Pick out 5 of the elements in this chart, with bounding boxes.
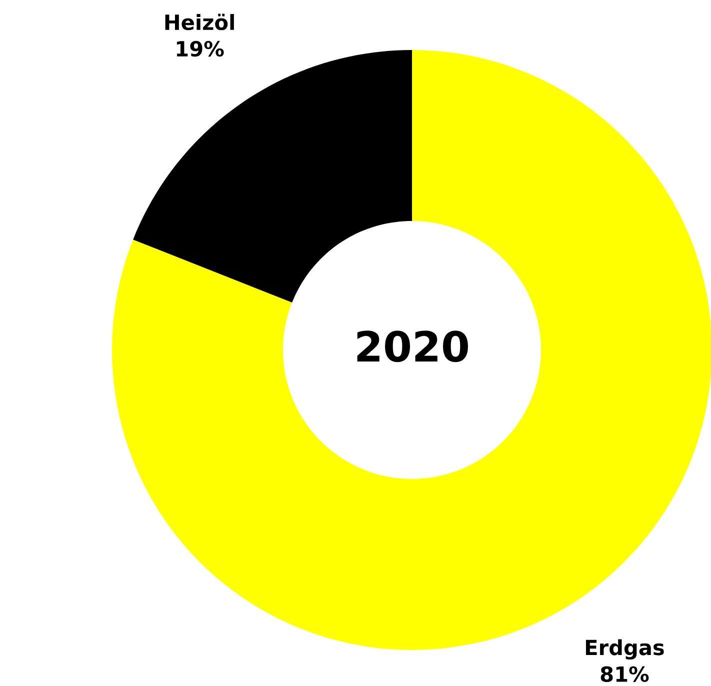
data-label: 19%: [176, 40, 224, 57]
text: 2020: [357, 330, 468, 362]
slice-label: Heizöl: [165, 14, 234, 30]
data-label: 81%: [600, 666, 649, 682]
slice-label: Erdgas: [586, 639, 664, 660]
